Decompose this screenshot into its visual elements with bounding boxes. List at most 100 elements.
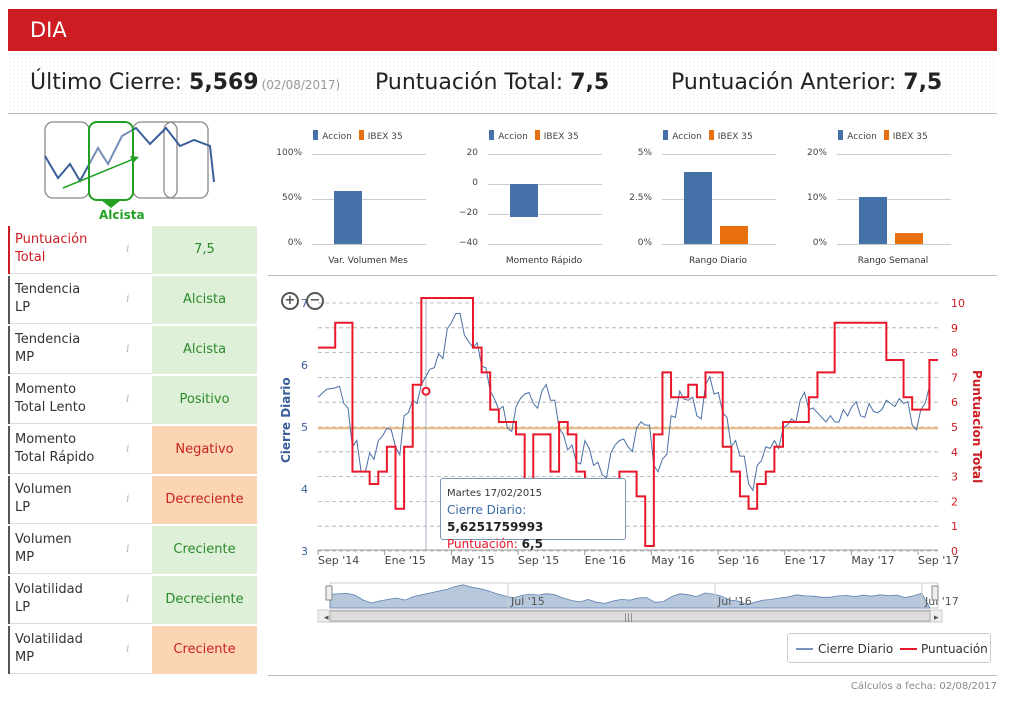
- indicator-row: Tendencia LP i Alcista: [8, 276, 257, 324]
- previous-score: Puntuación Anterior: 7,5: [671, 70, 942, 95]
- bar-accion[interactable]: [859, 196, 887, 244]
- previous-score-label: Puntuación Anterior:: [671, 70, 897, 95]
- right-axis-tick: 2: [951, 495, 958, 508]
- info-icon[interactable]: i: [126, 442, 130, 455]
- scroll-right-icon[interactable]: ▸: [934, 613, 939, 623]
- right-axis-tick: 4: [951, 446, 958, 459]
- total-score-label: Puntuación Total:: [375, 70, 564, 95]
- indicator-row: Volatilidad MP i Creciente: [8, 626, 257, 674]
- category-label: Rango Semanal: [857, 256, 929, 266]
- info-icon[interactable]: i: [126, 492, 130, 505]
- indicator-row: Tendencia MP i Alcista: [8, 326, 257, 374]
- zoom-in-icon[interactable]: +: [281, 292, 299, 310]
- tooltip-score-label: Puntuación:: [447, 537, 518, 551]
- info-icon[interactable]: i: [126, 242, 130, 255]
- right-axis-tick: 7: [951, 371, 958, 384]
- legend-score[interactable]: Puntuación: [921, 642, 988, 656]
- info-icon[interactable]: i: [126, 642, 130, 655]
- navigator-handle-left[interactable]: [325, 585, 333, 601]
- navigator-handle-right[interactable]: [931, 585, 939, 601]
- legend-ibex[interactable]: IBEX 35: [367, 132, 403, 142]
- axis-tick: 10%: [806, 193, 827, 203]
- total-score: Puntuación Total: 7,5: [375, 70, 609, 95]
- axis-tick: 5%: [637, 148, 652, 158]
- mini-chart: Accion IBEX 35 5% 2.5% 0% Rango Diario: [618, 126, 794, 266]
- legend-accion[interactable]: Accion: [847, 132, 877, 142]
- indicator-label: Volumen LP: [8, 476, 152, 524]
- indicator-label: Momento Total Lento: [8, 376, 152, 424]
- tooltip-marker: [421, 386, 431, 396]
- gridline: [837, 154, 951, 155]
- legend-ibex[interactable]: IBEX 35: [717, 132, 753, 142]
- gridline: [488, 184, 602, 185]
- axis-tick: −40: [459, 238, 478, 248]
- mini-chart: Accion IBEX 35 20% 10% 0% Rango Semanal: [793, 126, 969, 266]
- x-axis-tick: May '16: [651, 554, 694, 567]
- trend-icon: Alcista: [44, 121, 215, 222]
- legend-ibex[interactable]: IBEX 35: [543, 132, 579, 142]
- last-close-date: (02/08/2017): [261, 78, 341, 92]
- indicator-value: Negativo: [152, 426, 257, 474]
- legend-accion[interactable]: Accion: [322, 132, 352, 142]
- info-icon[interactable]: i: [126, 392, 130, 405]
- scroll-grip-icon: |||: [624, 613, 633, 623]
- indicator-label: Momento Total Rápido: [8, 426, 152, 474]
- right-axis-title: Puntuacion Total: [970, 370, 984, 483]
- score-series-line: [318, 297, 938, 547]
- zoom-out-icon[interactable]: −: [306, 292, 324, 310]
- tooltip-day: Martes: [447, 488, 482, 499]
- x-axis-tick: Sep '14: [318, 554, 359, 567]
- close-series-line: [317, 313, 930, 492]
- bar-ibex[interactable]: [895, 232, 923, 244]
- info-icon[interactable]: i: [126, 542, 130, 555]
- info-icon[interactable]: i: [126, 342, 130, 355]
- indicator-label: Puntuación Total: [8, 226, 152, 274]
- right-axis-tick: 9: [951, 322, 958, 335]
- category-label: Momento Rápido: [505, 256, 583, 266]
- indicator-row: Volumen MP i Creciente: [8, 526, 257, 574]
- left-axis-tick: 4: [301, 483, 308, 496]
- last-close-value: 5,569: [189, 70, 259, 95]
- right-axis-tick: 10: [951, 297, 965, 310]
- mini-bar-charts: Accion IBEX 35 100% 50% 0% Var. Volumen Mes A…: [268, 116, 997, 276]
- indicator-label: Volumen MP: [8, 526, 152, 574]
- gridline: [837, 199, 951, 200]
- info-icon[interactable]: i: [126, 292, 130, 305]
- gridline: [662, 154, 776, 155]
- bar-accion[interactable]: [334, 190, 362, 244]
- calc-date-footer: Cálculos a fecha: 02/08/2017: [850, 681, 997, 692]
- legend-ibex[interactable]: IBEX 35: [892, 132, 928, 142]
- info-icon[interactable]: i: [126, 592, 130, 605]
- indicator-value: Decreciente: [152, 576, 257, 624]
- indicators-panel: Alcista Puntuación Total i 7,5 Tendencia LP…: [8, 116, 257, 678]
- axis-tick: 0%: [637, 238, 652, 248]
- x-axis-tick: Sep '15: [518, 554, 559, 567]
- left-axis-tick: 7: [301, 297, 308, 310]
- stock-ticker-title: DIA: [30, 18, 67, 42]
- scroll-left-icon[interactable]: ◂: [324, 613, 329, 623]
- bar-accion[interactable]: [510, 184, 538, 217]
- axis-tick: 100%: [276, 148, 302, 158]
- indicator-label: Tendencia MP: [8, 326, 152, 374]
- axis-tick: 50%: [281, 193, 302, 203]
- navigator-tick: Jul '17: [924, 595, 959, 608]
- x-axis-tick: May '17: [851, 554, 894, 567]
- indicator-value: Positivo: [152, 376, 257, 424]
- indicator-row: Momento Total Rápido i Negativo: [8, 426, 257, 474]
- tooltip-close-value: 5,6251759993: [447, 520, 544, 534]
- indicator-label: Volatilidad MP: [8, 626, 152, 674]
- legend-accion[interactable]: Accion: [498, 132, 528, 142]
- indicator-label: Tendencia LP: [8, 276, 152, 324]
- left-axis-tick: 6: [301, 359, 308, 372]
- bar-ibex[interactable]: [720, 226, 748, 244]
- axis-tick: −20: [459, 208, 478, 218]
- axis-tick: 20: [466, 148, 478, 158]
- right-axis-tick: 8: [951, 347, 958, 360]
- summary-bar: Último Cierre: 5,569 (02/08/2017) Puntuac…: [8, 56, 997, 114]
- indicator-value: Alcista: [152, 326, 257, 374]
- legend-close[interactable]: Cierre Diario: [818, 642, 893, 656]
- scrollbar-thumb[interactable]: [329, 610, 931, 622]
- indicator-value: Creciente: [152, 526, 257, 574]
- legend-accion[interactable]: Accion: [672, 132, 702, 142]
- bar-accion[interactable]: [684, 172, 712, 244]
